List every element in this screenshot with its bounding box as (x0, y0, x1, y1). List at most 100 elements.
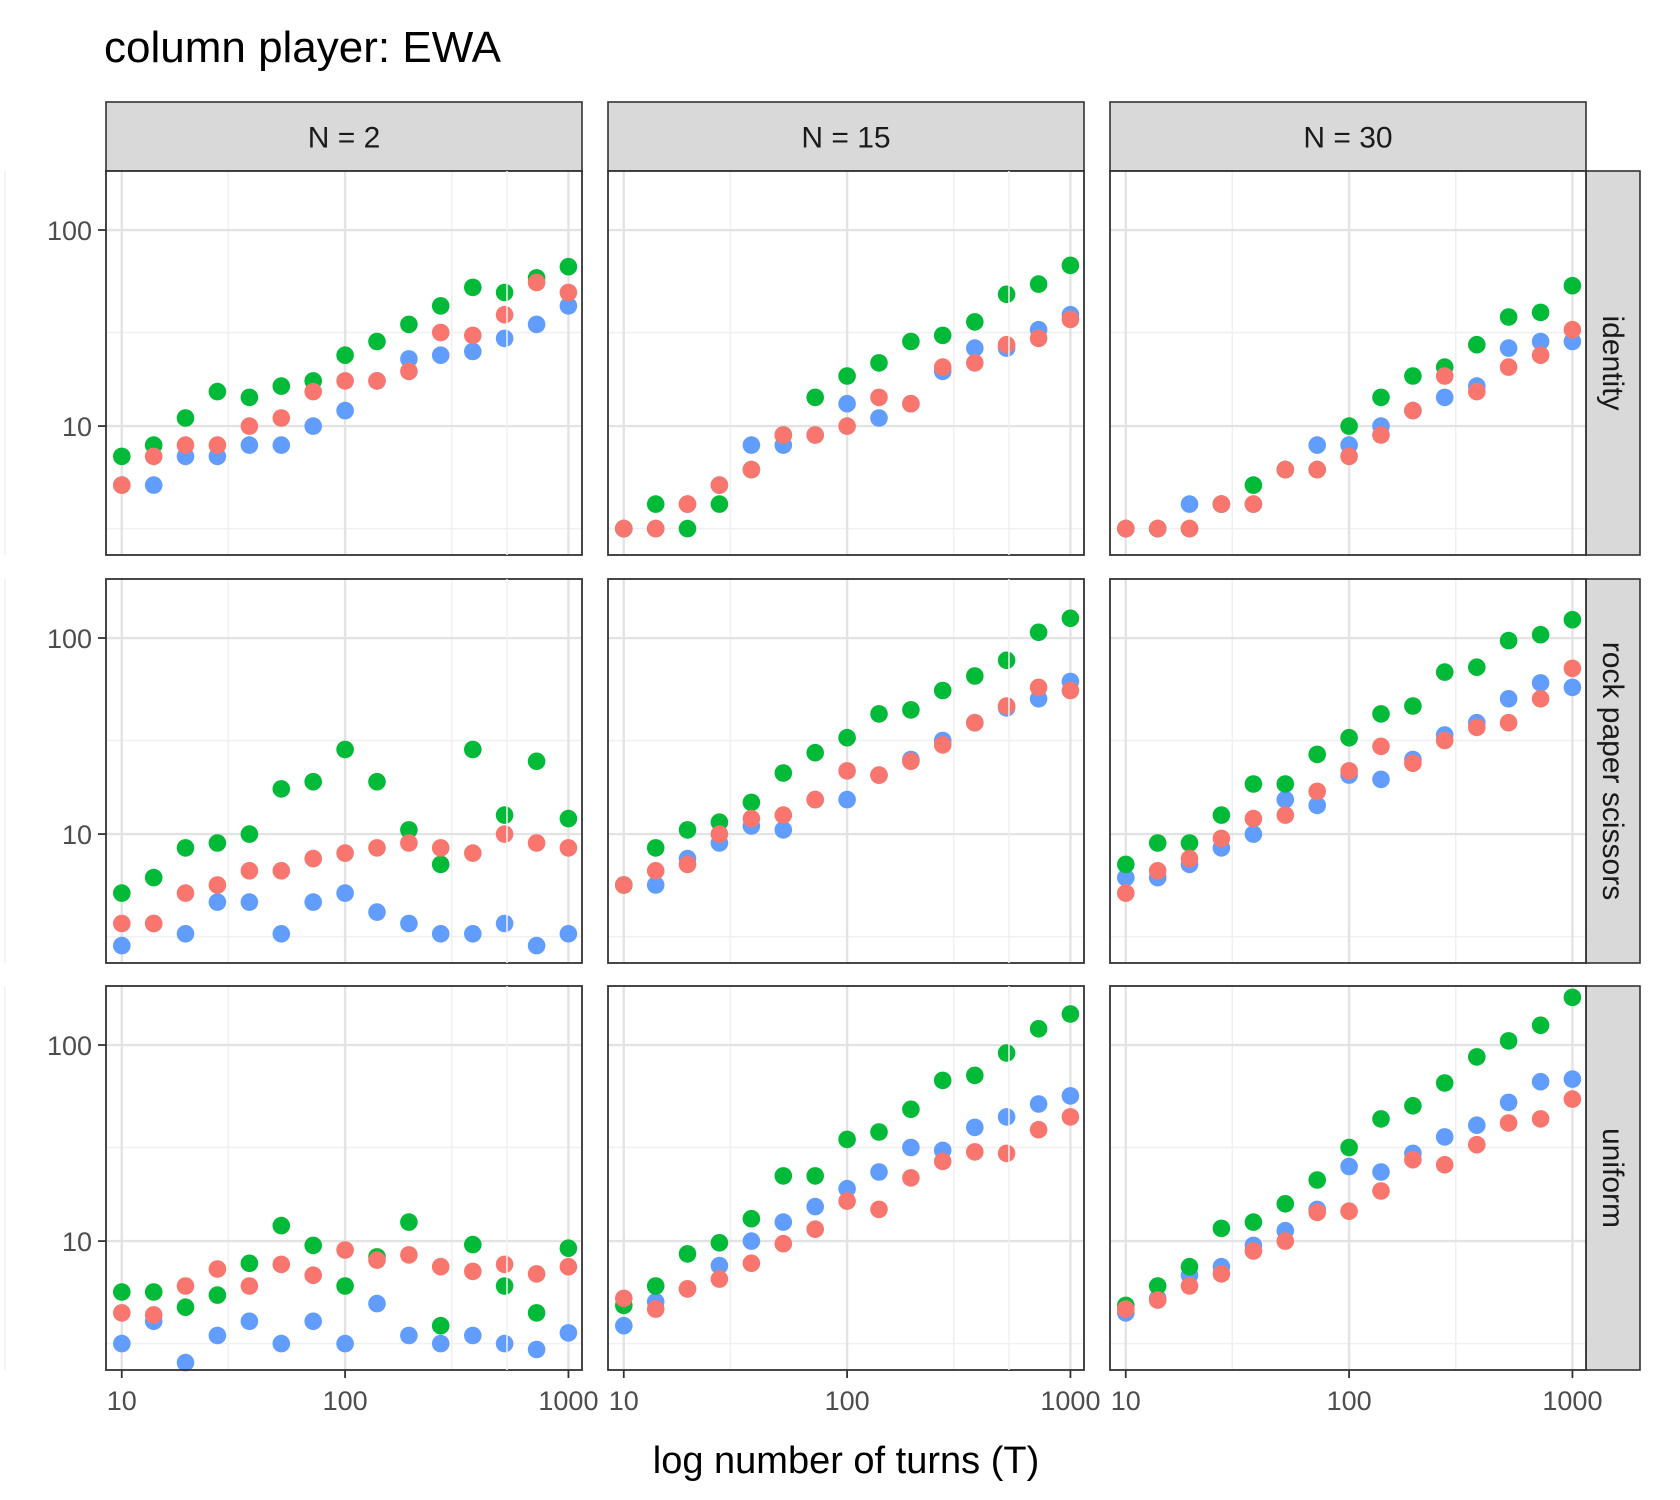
data-point (838, 394, 856, 413)
data-point (870, 705, 888, 723)
data-point (806, 790, 824, 809)
data-point (774, 806, 793, 824)
data-point (870, 1123, 888, 1141)
data-point (1061, 1108, 1080, 1126)
data-point (1244, 775, 1263, 793)
data-point (1499, 358, 1518, 376)
data-point (838, 1130, 856, 1149)
data-point (838, 367, 856, 385)
data-point (710, 1270, 729, 1288)
data-point (559, 839, 578, 857)
data-point (774, 764, 793, 782)
data-point (464, 326, 482, 345)
data-point (336, 844, 354, 862)
data-point (240, 1312, 259, 1331)
data-point (431, 297, 450, 315)
x-tick-label: 1000 (1542, 1386, 1602, 1416)
data-point (527, 1265, 546, 1283)
data-point (902, 701, 920, 719)
data-point (1029, 678, 1048, 697)
x-tick-label: 100 (323, 1386, 368, 1416)
data-point (464, 278, 482, 297)
data-point (1029, 1120, 1048, 1139)
row-strip-label: rock paper scissors (1596, 642, 1629, 900)
data-point (1468, 718, 1486, 737)
data-point (144, 476, 163, 494)
data-point (464, 1326, 482, 1345)
data-point (1468, 1048, 1486, 1066)
row-strip (1585, 578, 1641, 964)
data-point (559, 925, 578, 943)
data-point (678, 821, 697, 839)
data-point (1372, 1110, 1390, 1128)
data-point (1404, 1150, 1422, 1169)
data-point (272, 780, 291, 798)
data-point (240, 893, 259, 911)
row-strip (1585, 170, 1641, 556)
data-point (144, 447, 163, 466)
data-point (646, 876, 665, 894)
data-point (966, 713, 984, 732)
data-point (559, 1324, 578, 1342)
data-point (742, 1232, 761, 1250)
data-point (304, 1266, 323, 1284)
data-point (997, 285, 1016, 304)
data-point (1340, 728, 1358, 747)
data-point (113, 936, 131, 955)
data-point (144, 914, 163, 933)
data-point (400, 362, 418, 381)
data-point (1308, 1171, 1326, 1189)
facet-panel (506, 170, 1085, 556)
panel-border (105, 985, 583, 1371)
data-point (431, 855, 450, 874)
data-point (806, 743, 824, 762)
data-point (527, 936, 546, 955)
data-point (1563, 1090, 1582, 1108)
data-point (559, 283, 578, 302)
data-point (1029, 623, 1048, 642)
data-point (559, 257, 578, 276)
y-tick-label: 10 (62, 412, 92, 442)
data-point (1340, 762, 1358, 780)
data-point (464, 844, 482, 862)
data-point (1435, 1156, 1454, 1174)
data-point (933, 1071, 952, 1090)
data-point (997, 651, 1016, 670)
data-point (933, 358, 952, 376)
data-point (742, 1254, 761, 1273)
data-point (997, 1044, 1016, 1062)
data-point (113, 1283, 131, 1301)
data-point (615, 1316, 633, 1335)
data-point (1563, 276, 1582, 295)
panel-border (607, 170, 1085, 556)
y-tick-label: 10 (62, 820, 92, 850)
data-point (464, 1235, 482, 1254)
data-point (240, 825, 259, 843)
data-point (933, 681, 952, 700)
data-point (1468, 658, 1486, 676)
data-point (1244, 825, 1263, 843)
data-point (870, 1200, 888, 1219)
data-point (646, 839, 665, 857)
data-point (208, 893, 227, 911)
data-point (1061, 681, 1080, 700)
data-point (1340, 1202, 1358, 1220)
data-point (1563, 678, 1582, 697)
panel-border (607, 985, 1085, 1371)
data-point (400, 1326, 418, 1345)
data-point (1435, 731, 1454, 750)
data-point (1531, 1016, 1550, 1035)
data-point (113, 1334, 131, 1353)
data-point (1276, 775, 1295, 793)
data-point (1029, 275, 1048, 293)
data-point (208, 436, 227, 454)
data-point (1531, 674, 1550, 692)
data-point (1435, 1128, 1454, 1146)
data-point (1212, 1265, 1231, 1283)
data-point (336, 401, 354, 420)
x-tick-label: 10 (1111, 1386, 1141, 1416)
facet-panel (1008, 170, 1587, 556)
data-point (208, 1286, 227, 1304)
data-point (1244, 1242, 1263, 1260)
data-point (615, 519, 633, 538)
